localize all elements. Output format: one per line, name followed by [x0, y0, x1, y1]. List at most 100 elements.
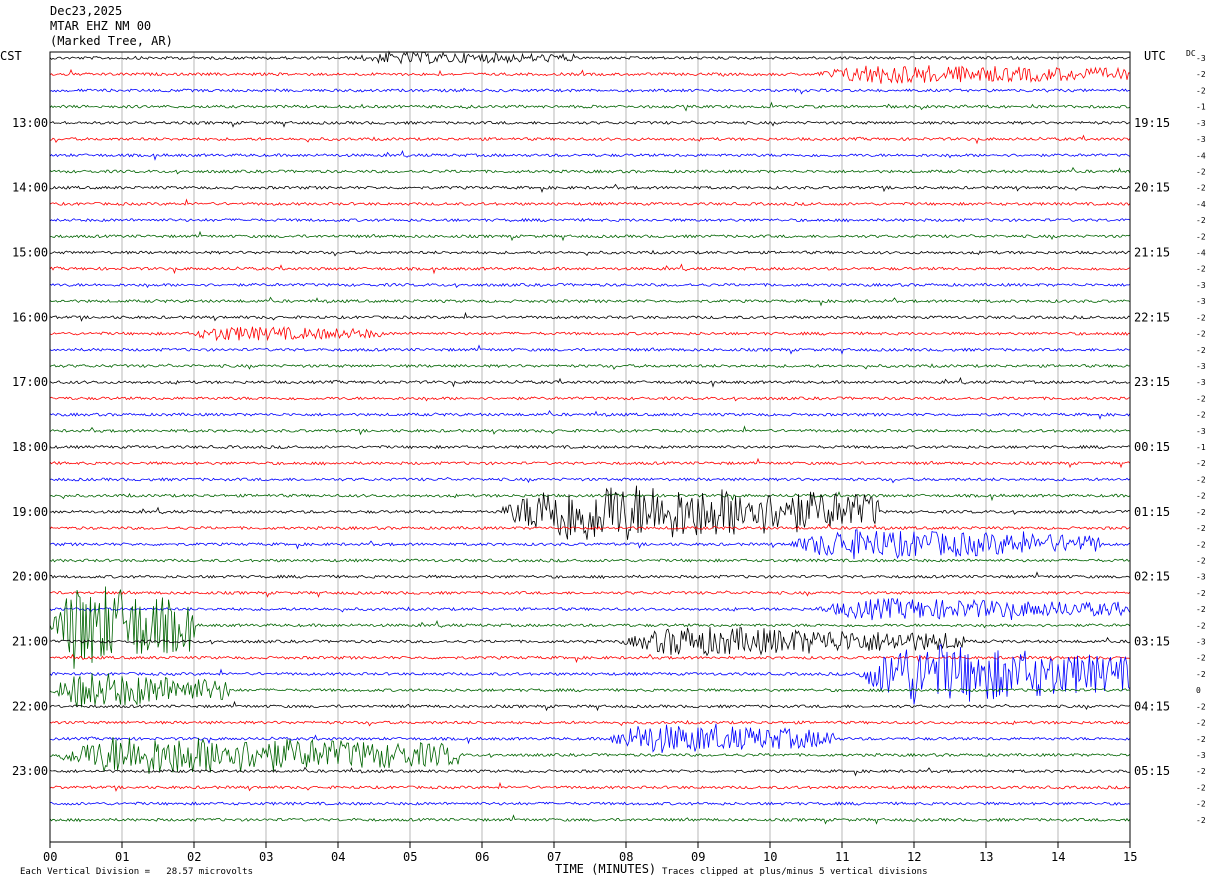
x-tick-label: 15 [1123, 850, 1137, 864]
dc-offset-label: -2 [1196, 167, 1206, 176]
x-tick-label: 12 [907, 850, 921, 864]
x-tick-label: 14 [1051, 850, 1065, 864]
trace-4 [49, 120, 1131, 128]
trace-36 [49, 626, 1131, 657]
dc-offset-label: -2 [1196, 86, 1206, 95]
dc-offset-label: -3 [1196, 638, 1206, 647]
trace-22 [49, 409, 1131, 420]
utc-hour-label: 22:15 [1134, 310, 1170, 324]
x-tick-label: 02 [187, 850, 201, 864]
dc-offset-label: -2 [1196, 654, 1206, 663]
utc-hour-label: 20:15 [1134, 181, 1170, 195]
utc-hour-label: 02:15 [1134, 570, 1170, 584]
dc-offset-label: -3 [1196, 362, 1206, 371]
trace-12 [50, 249, 1131, 257]
trace-42 [49, 723, 1131, 754]
trace-33 [50, 590, 1131, 598]
x-tick-label: 06 [475, 850, 489, 864]
dc-offset-label: -2 [1196, 394, 1206, 403]
dc-offset-label: -3 [1196, 751, 1206, 760]
dc-offset-label: -3 [1196, 135, 1206, 144]
trace-7 [49, 166, 1131, 175]
trace-20 [49, 376, 1131, 388]
trace-40 [49, 700, 1131, 712]
x-tick-label: 10 [763, 850, 777, 864]
trace-21 [49, 396, 1131, 402]
dc-offset-label: -3 [1196, 378, 1206, 387]
x-tick-label: 04 [331, 850, 345, 864]
trace-37 [49, 653, 1131, 664]
dc-offset-label: -2 [1196, 524, 1206, 533]
utc-hour-label: 21:15 [1134, 246, 1170, 260]
utc-hour-label: 23:15 [1134, 375, 1170, 389]
header-station: MTAR EHZ NM 00 [50, 19, 152, 33]
header-date: Dec23,2025 [50, 4, 123, 18]
dc-offset-label: -2 [1196, 346, 1206, 355]
dc-offset-label: -2 [1196, 816, 1206, 825]
dc-offset-label: -2 [1196, 621, 1206, 630]
dc-offset-label: -2 [1196, 556, 1206, 565]
dc-offset-label: 0 [1196, 686, 1201, 695]
dc-offset-label: -4 [1196, 151, 1206, 160]
trace-30 [49, 529, 1131, 560]
trace-24 [49, 444, 1131, 450]
cst-hour-label: 17:00 [12, 375, 48, 389]
trace-41 [49, 719, 1131, 727]
trace-38 [49, 643, 1131, 705]
dc-offset-label: -2 [1196, 216, 1206, 225]
cst-hour-label: 21:00 [12, 635, 48, 649]
trace-28 [49, 485, 1131, 540]
utc-hour-label: 19:15 [1134, 116, 1170, 130]
dc-offset-label: -2 [1196, 605, 1206, 614]
x-tick-label: 09 [691, 850, 705, 864]
cst-hour-label: 15:00 [12, 246, 48, 260]
trace-18 [49, 344, 1131, 355]
utc-axis-title: UTC [1144, 49, 1166, 63]
cst-hour-label: 22:00 [12, 699, 48, 713]
x-tick-label: 03 [259, 850, 273, 864]
trace-10 [49, 217, 1131, 223]
dc-offset-label: -2 [1196, 184, 1206, 193]
utc-hour-labels: 19:15 20:15 21:15 22:15 23:15 00:15 01:15 02:15… [1134, 116, 1170, 778]
cst-hour-label: 13:00 [12, 116, 48, 130]
dc-offset-label: -2 [1196, 589, 1206, 598]
dc-axis-title: DC [1186, 49, 1196, 58]
utc-hour-label: 05:15 [1134, 764, 1170, 778]
x-tick-label: 13 [979, 850, 993, 864]
dc-offset-label: -4 [1196, 249, 1206, 258]
dc-offset-label: -2 [1196, 492, 1206, 501]
dc-offset-label: -2 [1196, 313, 1206, 322]
utc-hour-label: 03:15 [1134, 635, 1170, 649]
dc-offset-label: -3 [1196, 427, 1206, 436]
dc-offset-label: -2 [1196, 702, 1206, 711]
x-tick-label: 11 [835, 850, 849, 864]
scale-note: Each Vertical Division = 28.57 microvolt… [20, 867, 253, 877]
header-location: (Marked Tree, AR) [50, 34, 173, 48]
dc-offset-label: -2 [1196, 735, 1206, 744]
cst-hour-label: 23:00 [12, 764, 48, 778]
trace-29 [49, 523, 1131, 531]
trace-35 [49, 586, 1131, 669]
trace-46 [49, 801, 1131, 806]
dc-offset-label: -2 [1196, 508, 1206, 517]
trace-27 [49, 491, 1131, 502]
cst-hour-label: 14:00 [12, 181, 48, 195]
dc-offset-label: -2 [1196, 800, 1206, 809]
trace-17 [49, 326, 1130, 342]
trace-44 [49, 766, 1130, 777]
cst-hour-label: 18:00 [12, 440, 48, 454]
trace-0 [49, 50, 1131, 65]
trace-39 [49, 673, 1131, 708]
trace-3 [49, 101, 1131, 112]
trace-5 [49, 134, 1131, 145]
trace-11 [49, 230, 1131, 242]
cst-hour-label: 19:00 [12, 505, 48, 519]
trace-16 [49, 311, 1131, 322]
dc-offset-label: -1 [1196, 103, 1206, 112]
trace-47 [49, 814, 1131, 825]
trace-32 [49, 571, 1131, 580]
dc-offset-label: -3 [1196, 119, 1206, 128]
trace-9 [49, 198, 1131, 207]
dc-offset-label: -2 [1196, 330, 1206, 339]
